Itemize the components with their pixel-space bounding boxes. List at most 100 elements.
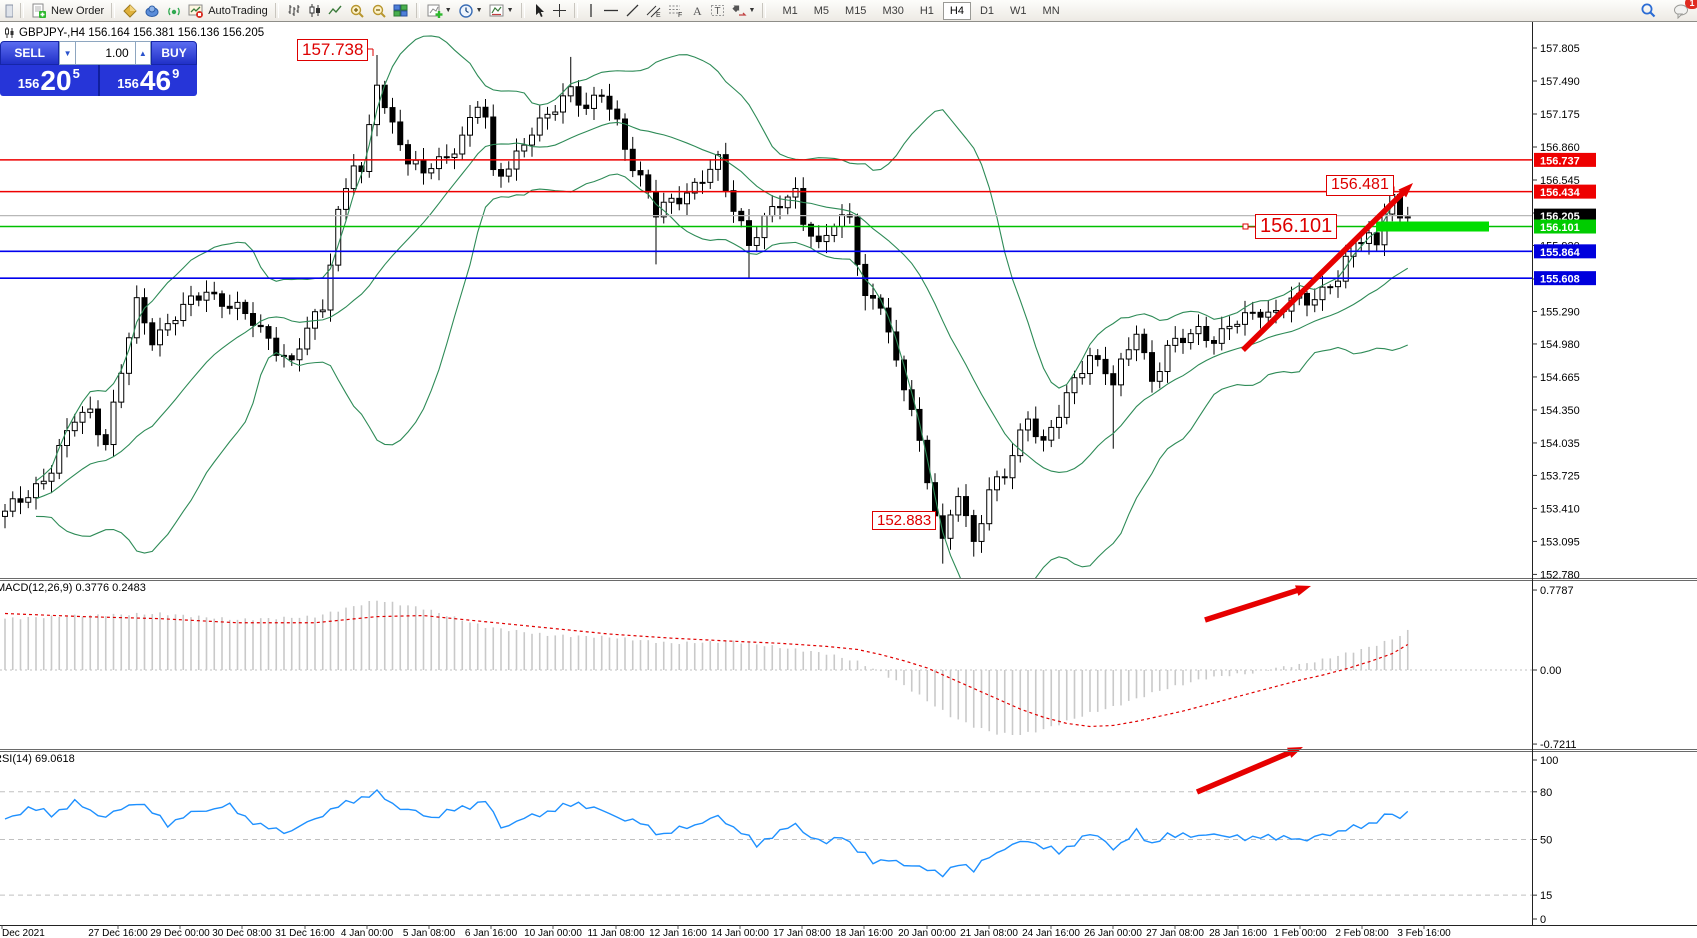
- vertical-line-icon: [589, 4, 592, 17]
- zoom-in-button[interactable]: [346, 1, 368, 20]
- timeframe-group: M1 M5 M15 M30 H1 H4 D1 W1 MN: [774, 1, 1067, 20]
- price-callout-156101[interactable]: 156.101: [1255, 214, 1338, 240]
- svg-text:0.00: 0.00: [1540, 665, 1561, 677]
- zoom-out-button[interactable]: [368, 1, 390, 20]
- rsi-indicator: [0, 788, 1532, 896]
- price-badge-155.608: 155.608: [1534, 271, 1596, 286]
- trend-arrows[interactable]: [1195, 183, 1413, 795]
- cursor-icon: [535, 4, 544, 17]
- svg-text:A: A: [693, 4, 702, 18]
- time-tick: 4 Jan 00:00: [341, 928, 394, 938]
- timeframe-H1[interactable]: H1: [919, 4, 934, 17]
- volume-decrease-button[interactable]: ▼: [59, 41, 76, 65]
- time-tick: 18 Jan 16:00: [835, 928, 893, 938]
- chevron-down-icon: ▼: [748, 7, 756, 14]
- chart-bars-button[interactable]: [283, 1, 304, 20]
- axes: [0, 21, 1697, 926]
- timeframe-MN[interactable]: MN: [1042, 4, 1060, 17]
- arrow-head: [1295, 585, 1311, 596]
- time-axis[interactable]: Dec 2021 27 Dec 16:00 29 Dec 00:00 30 Dec 0…: [1, 925, 1451, 938]
- tile-windows-button[interactable]: [390, 1, 412, 20]
- time-tick: 31 Dec 16:00: [275, 928, 335, 938]
- notifications-button[interactable]: 1: [1670, 0, 1697, 20]
- sell-button[interactable]: SELL: [0, 41, 60, 65]
- timeframe-D1[interactable]: D1: [979, 4, 995, 17]
- trendline-icon: [626, 4, 638, 17]
- autotrading-button[interactable]: AutoTrading: [185, 1, 271, 20]
- time-tick: 17 Jan 08:00: [773, 928, 831, 938]
- price-callout-157738[interactable]: 157.738: [297, 39, 369, 61]
- volume-input[interactable]: [75, 41, 135, 65]
- autotrading-icon: [188, 4, 204, 18]
- text-label-button[interactable]: T: [707, 1, 729, 20]
- time-tick: 27 Jan 08:00: [1146, 928, 1204, 938]
- zoom-out-icon: [372, 4, 386, 18]
- fibonacci-icon: F: [668, 5, 682, 18]
- arrows-button[interactable]: ▼: [729, 1, 759, 20]
- buy-button[interactable]: BUY: [151, 41, 198, 65]
- signals-button[interactable]: [163, 1, 185, 20]
- chart-line-button[interactable]: [325, 1, 346, 20]
- text-button[interactable]: A: [687, 1, 707, 20]
- time-tick: 28 Jan 16:00: [1209, 928, 1267, 938]
- buy-price[interactable]: 156 46 9: [100, 65, 198, 96]
- svg-text:E: E: [656, 12, 661, 18]
- arrows-icon: [731, 5, 747, 16]
- tile-windows-icon: [393, 4, 408, 16]
- timeframe-H4[interactable]: H4: [942, 1, 971, 20]
- price-tick: 157.175: [1540, 109, 1580, 121]
- chevron-down-icon: ▼: [444, 7, 452, 14]
- svg-text:155.608: 155.608: [1540, 274, 1580, 286]
- chart-candles-icon: [309, 4, 320, 17]
- price-callout-156481[interactable]: 156.481: [1326, 175, 1394, 196]
- highlight-zone[interactable]: [1376, 221, 1489, 232]
- indicators-button[interactable]: ▼: [424, 1, 455, 20]
- rsi-header: RSI(14) 69.0618: [0, 753, 75, 765]
- search-button[interactable]: [1637, 1, 1660, 20]
- window-icon[interactable]: [0, 1, 16, 20]
- crosshair-icon: [552, 4, 566, 17]
- templates-button[interactable]: ▼: [486, 1, 517, 20]
- volume-increase-button[interactable]: ▲: [134, 41, 152, 65]
- svg-text:156.434: 156.434: [1540, 187, 1581, 199]
- chart-bars-icon: [288, 5, 300, 16]
- profile-button[interactable]: [119, 1, 141, 20]
- svg-text:100: 100: [1540, 755, 1558, 767]
- timeframe-W1[interactable]: W1: [1010, 4, 1027, 17]
- divider: [97, 65, 100, 96]
- timeframe-M5[interactable]: M5: [813, 4, 830, 17]
- one-click-trading-panel: SELL ▼ ▲ BUY 156 20 5 156 46 9: [0, 41, 198, 96]
- trendline-button[interactable]: [622, 1, 643, 20]
- crosshair-button[interactable]: [549, 1, 570, 20]
- vertical-line-button[interactable]: [582, 1, 600, 20]
- chart-candles-button[interactable]: [304, 1, 325, 20]
- periods-button[interactable]: ▼: [455, 1, 486, 20]
- price-axis[interactable]: 157.805157.490157.175156.860156.545156.2…: [1532, 43, 1580, 581]
- new-order-button[interactable]: New Order: [28, 1, 107, 20]
- time-tick: 26 Jan 00:00: [1084, 928, 1142, 938]
- price-badge-156.434: 156.434: [1534, 184, 1596, 199]
- horizontal-level-lines[interactable]: [0, 159, 1532, 279]
- price-callout-152883[interactable]: 152.883: [872, 511, 937, 531]
- channel-button[interactable]: E: [643, 1, 665, 20]
- profile-icon: [123, 3, 137, 18]
- separator: [20, 3, 24, 18]
- cursor-button[interactable]: [529, 1, 549, 20]
- timeframe-M15[interactable]: M15: [845, 4, 867, 17]
- horizontal-line-button[interactable]: [600, 1, 622, 20]
- separator: [573, 3, 578, 18]
- time-tick: 11 Jan 08:00: [587, 928, 645, 938]
- fibonacci-button[interactable]: F: [665, 1, 687, 20]
- buy-price-big: 46: [139, 65, 172, 96]
- svg-text:156.737: 156.737: [1540, 155, 1580, 167]
- timeframe-M1[interactable]: M1: [782, 4, 798, 17]
- channel-icon: E: [646, 5, 661, 18]
- timeframe-M30[interactable]: M30: [882, 4, 904, 17]
- bollinger-band: [35, 173, 1408, 578]
- time-tick: 30 Dec 08:00: [212, 928, 272, 938]
- sell-price[interactable]: 156 20 5: [0, 65, 98, 96]
- separator: [274, 3, 279, 18]
- time-tick: 14 Jan 00:00: [711, 928, 769, 938]
- community-button[interactable]: [141, 1, 163, 20]
